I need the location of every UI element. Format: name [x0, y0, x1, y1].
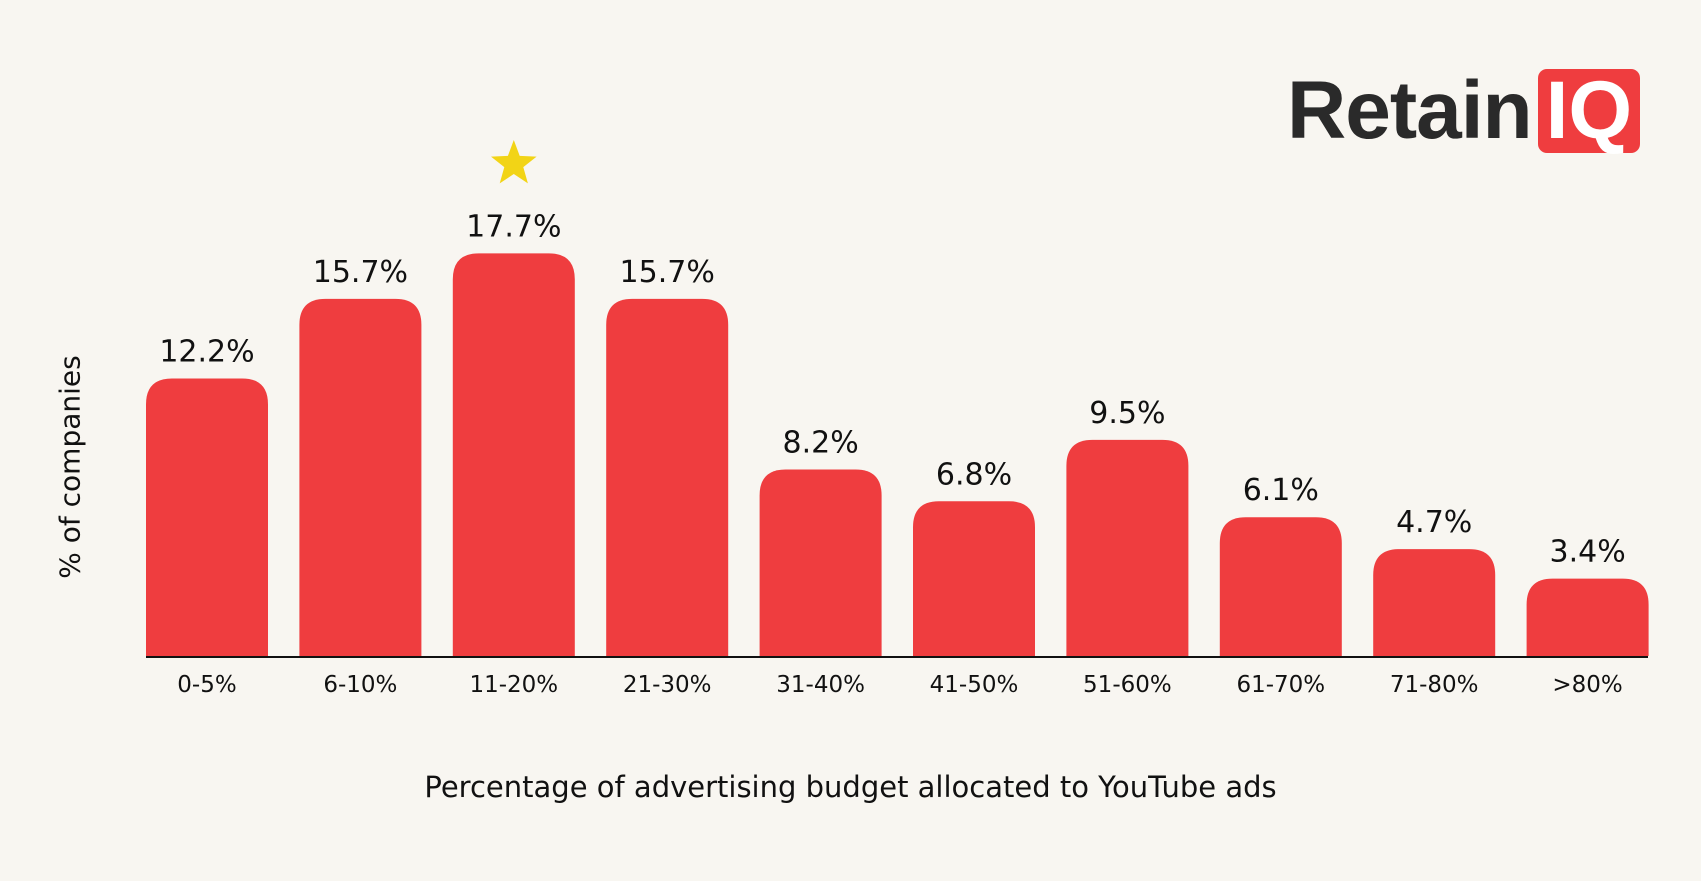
star-icon	[491, 140, 537, 184]
data-label: 15.7%	[313, 255, 408, 290]
bar	[1219, 517, 1342, 656]
logo-text: Retain	[1287, 65, 1533, 156]
y-axis-label: % of companies	[53, 355, 87, 579]
x-tick-label: 51-60%	[1083, 672, 1172, 698]
x-axis-label: Percentage of advertising budget allocat…	[424, 770, 1277, 804]
bar	[606, 298, 729, 656]
data-label: 4.7%	[1396, 505, 1472, 540]
x-tick-label: 71-80%	[1390, 672, 1479, 698]
bar	[759, 469, 882, 656]
data-label: 17.7%	[466, 209, 561, 244]
data-label: 9.5%	[1089, 396, 1165, 431]
data-label: 15.7%	[620, 255, 715, 290]
x-tick-label: 6-10%	[323, 672, 397, 698]
data-label: 3.4%	[1549, 535, 1625, 570]
bar	[1373, 549, 1496, 656]
x-tick-label: 21-30%	[623, 672, 712, 698]
bar	[452, 253, 575, 656]
x-tick-label: 41-50%	[930, 672, 1019, 698]
bar	[299, 298, 422, 656]
bar	[913, 501, 1035, 656]
data-label: 6.8%	[936, 457, 1012, 492]
x-tick-label: 31-40%	[776, 672, 865, 698]
bar	[1066, 439, 1189, 656]
bar	[146, 378, 268, 656]
x-tick-label: 0-5%	[177, 672, 236, 698]
x-tick-label: >80%	[1552, 672, 1622, 698]
data-label: 12.2%	[159, 334, 254, 369]
retainiq-logo: Retain IQ	[1287, 65, 1641, 156]
x-tick-label: 11-20%	[469, 672, 558, 698]
logo-iq-box: IQ	[1537, 69, 1641, 153]
bar	[1526, 578, 1649, 656]
data-label: 6.1%	[1243, 473, 1319, 508]
x-tick-label: 61-70%	[1236, 672, 1325, 698]
data-label: 8.2%	[782, 425, 858, 460]
